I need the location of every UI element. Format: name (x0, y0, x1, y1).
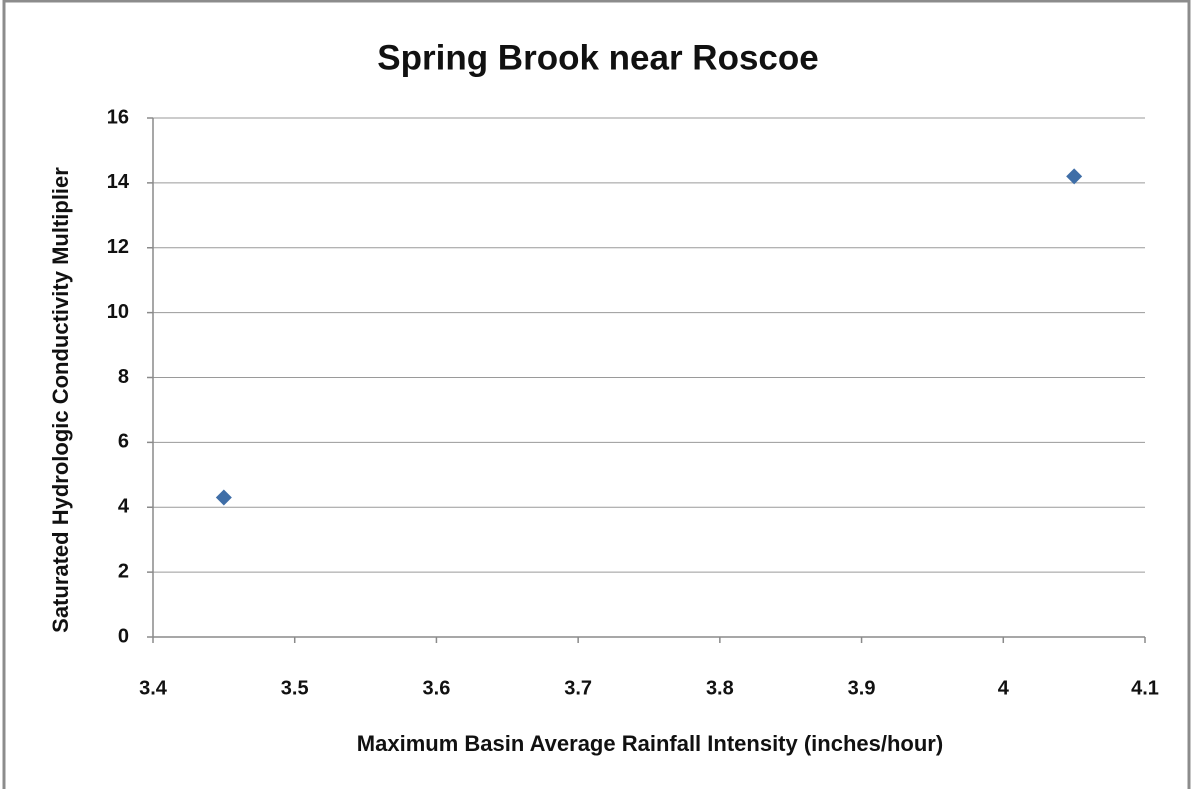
y-tick-label: 8 (118, 366, 129, 388)
x-tick-label: 3.4 (139, 677, 168, 699)
x-tick-label: 4.1 (1131, 677, 1159, 699)
x-tick-label: 3.5 (281, 677, 309, 699)
y-tick-label: 10 (107, 301, 129, 323)
x-tick-label: 3.7 (564, 677, 592, 699)
y-tick-label: 16 (107, 106, 129, 128)
point (1066, 168, 1083, 185)
y-tick-label: 14 (107, 171, 130, 193)
y-tick-label: 4 (118, 496, 130, 518)
y-tick-label: 12 (107, 236, 129, 258)
point (215, 489, 232, 506)
chart-title: Spring Brook near Roscoe (377, 38, 818, 77)
x-tick-label: 3.9 (848, 677, 876, 699)
x-axis-label: Maximum Basin Average Rainfall Intensity… (357, 731, 943, 756)
y-axis-label: Saturated Hydrologic Conductivity Multip… (48, 167, 73, 633)
x-tick-label: 3.8 (706, 677, 734, 699)
y-tick-label: 0 (118, 625, 129, 647)
y-tick-label: 6 (118, 431, 129, 453)
x-tick-label: 3.6 (423, 677, 451, 699)
y-tick-label: 2 (118, 560, 129, 582)
x-tick-label: 4 (998, 677, 1010, 699)
